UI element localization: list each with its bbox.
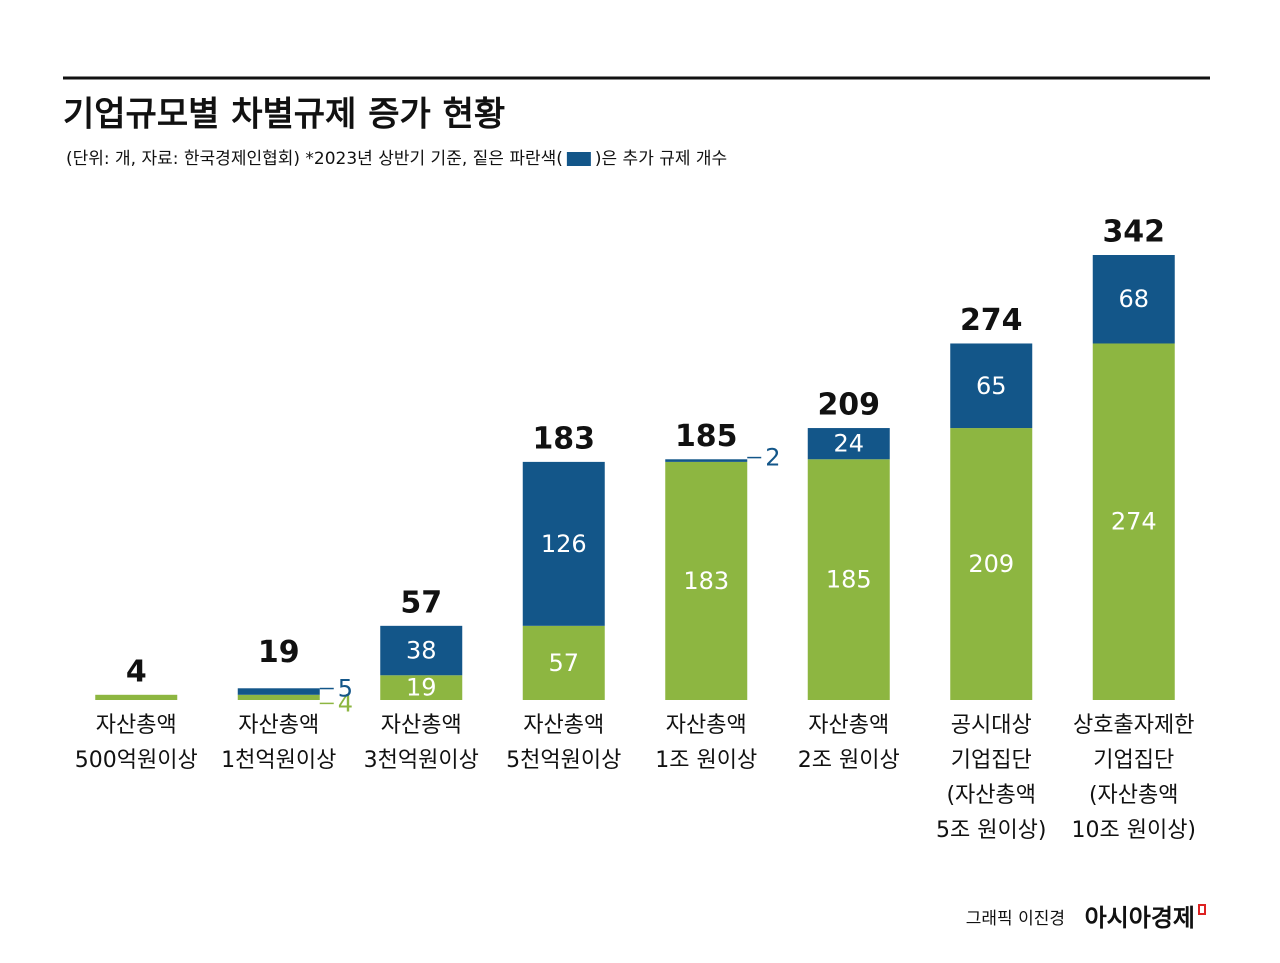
x-tick-label: 10조 원이상) <box>1071 818 1196 843</box>
x-tick-label: 1조 원이상 <box>655 748 757 773</box>
value-label: 4 <box>338 689 353 717</box>
x-tick-label: 5조 원이상) <box>936 818 1047 843</box>
value-label: 274 <box>1111 508 1157 536</box>
chart-subtitle: (단위: 개, 자료: 한국경제인협회) *2023년 상반기 기준, 짙은 파… <box>66 149 563 169</box>
x-tick-label: (자산총액 <box>1089 783 1179 808</box>
x-tick-label: 자산총액 <box>523 713 604 738</box>
bar-segment <box>1092 255 1175 344</box>
legend-swatch <box>566 152 591 166</box>
x-tick-label: 500억원이상 <box>75 748 198 773</box>
x-tick-label: (자산총액 <box>946 783 1036 808</box>
x-tick-label: 5천억원이상 <box>506 748 621 773</box>
total-label: 209 <box>817 388 880 423</box>
brand-mark <box>1198 904 1206 915</box>
bar-segment <box>380 625 463 676</box>
bar-segment <box>522 625 605 700</box>
x-tick-label: 자산총액 <box>381 713 462 738</box>
x-tick-label: 2조 원이상 <box>798 748 900 773</box>
x-tick-label: 자산총액 <box>808 713 889 738</box>
value-label: 24 <box>833 430 864 458</box>
value-label: 57 <box>548 649 579 677</box>
bar-segment <box>237 688 320 695</box>
x-tick-label: 자산총액 <box>238 713 319 738</box>
total-label: 183 <box>532 421 595 456</box>
value-label: 68 <box>1118 285 1149 313</box>
value-label: 183 <box>683 567 729 595</box>
bar-segment <box>807 428 890 460</box>
bar-segment <box>522 461 605 626</box>
value-label: 209 <box>968 550 1014 578</box>
x-tick-label: 3천억원이상 <box>364 748 479 773</box>
x-tick-label: 1천억원이상 <box>221 748 336 773</box>
x-tick-label: 기업집단 <box>951 748 1032 773</box>
value-label: 2 <box>765 444 780 472</box>
bar-segment <box>950 428 1033 700</box>
value-label: 65 <box>976 372 1007 400</box>
value-label: 5 <box>338 675 353 703</box>
bar-segment <box>237 694 320 700</box>
x-tick-label: 상호출자제한 <box>1073 713 1194 738</box>
bar-segment <box>665 461 748 700</box>
bar-segment <box>1092 343 1175 700</box>
total-label: 185 <box>675 419 738 454</box>
bar-segment <box>665 459 748 462</box>
total-label: 57 <box>400 585 442 620</box>
total-label: 4 <box>126 654 147 689</box>
total-label: 19 <box>258 635 300 670</box>
chart-subtitle-end: )은 추가 규제 개수 <box>595 149 727 169</box>
x-tick-label: 자산총액 <box>96 713 177 738</box>
x-tick-label: 공시대상 <box>951 713 1032 738</box>
value-label: 126 <box>541 530 587 558</box>
total-label: 342 <box>1102 215 1165 250</box>
brand: 아시아경제 <box>1085 904 1195 932</box>
x-tick-label: 자산총액 <box>666 713 747 738</box>
total-label: 274 <box>960 303 1023 338</box>
bar-segment <box>95 694 178 700</box>
credit: 그래픽 이진경 <box>966 909 1065 929</box>
value-label: 19 <box>406 674 437 702</box>
value-label: 38 <box>406 637 437 665</box>
x-tick-label: 기업집단 <box>1093 748 1174 773</box>
chart-title: 기업규모별 차별규제 증가 현황 <box>63 95 505 135</box>
bar-segment <box>950 343 1033 429</box>
value-label: 185 <box>826 566 872 594</box>
bar-segment <box>807 459 890 700</box>
bar-segment <box>380 675 463 700</box>
